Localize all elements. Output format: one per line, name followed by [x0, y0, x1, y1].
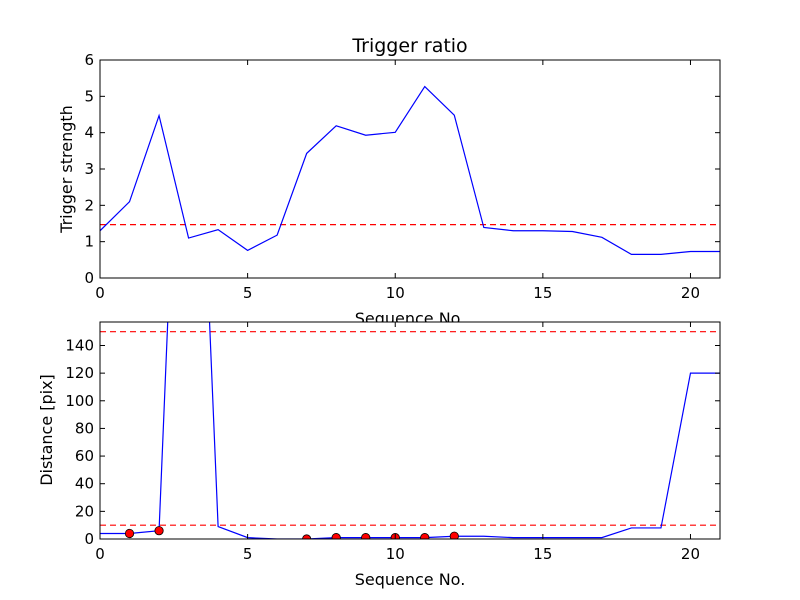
top-y-tick-label: 0 [84, 269, 94, 287]
bottom-data-marker [420, 533, 430, 539]
bottom-y-tick-label: 120 [65, 364, 94, 382]
top-y-tick-label: 4 [84, 124, 94, 142]
top-axis-ticks: 0 5 10 15 20 0 1 2 3 4 5 6 [84, 51, 720, 302]
bottom-plot-frame [99, 321, 721, 540]
bottom-x-tick-label: 5 [243, 545, 253, 563]
top-x-tick-label: 10 [386, 284, 405, 302]
top-y-tick-label: 6 [84, 51, 94, 69]
top-plot-frame [99, 59, 721, 279]
bottom-y-tick-label: 80 [75, 419, 94, 437]
top-y-tick-label: 5 [84, 87, 94, 105]
bottom-data-marker [331, 533, 341, 539]
top-x-tick-label: 5 [243, 284, 253, 302]
bottom-data-marker [154, 526, 164, 536]
bottom-x-axis-label: Sequence No. [355, 570, 466, 589]
top-x-tick-label: 15 [533, 284, 552, 302]
top-x-tick-label: 0 [95, 284, 105, 302]
top-y-axis-label: Trigger strength [57, 105, 76, 234]
top-y-tick-label: 3 [84, 160, 94, 178]
top-chart-title: Trigger ratio [351, 35, 467, 57]
bottom-y-tick-label: 60 [75, 447, 94, 465]
top-plot-area [100, 60, 720, 278]
top-x-tick-label: 20 [681, 284, 700, 302]
top-y-tick-label: 2 [84, 196, 94, 214]
bottom-y-tick-label: 20 [75, 502, 94, 520]
bottom-plot-area [100, 322, 720, 539]
bottom-x-tick-label: 10 [386, 545, 405, 563]
bottom-data-marker [449, 531, 459, 539]
bottom-x-tick-label: 15 [533, 545, 552, 563]
bottom-data-marker [361, 533, 371, 539]
top-plot-marks [100, 85, 720, 255]
bottom-y-tick-label: 140 [65, 336, 94, 354]
bottom-x-tick-label: 0 [95, 545, 105, 563]
top-series-line-0 [100, 85, 720, 255]
bottom-y-axis-label: Distance [pix] [37, 374, 56, 486]
bottom-data-marker [124, 528, 135, 539]
bottom-x-tick-label: 20 [681, 545, 700, 563]
bottom-y-tick-label: 40 [75, 475, 94, 493]
bottom-y-tick-label: 100 [65, 392, 94, 410]
bottom-y-tick-label: 0 [84, 530, 94, 548]
bottom-plot-marks [100, 322, 720, 539]
bottom-series-line-0 [100, 322, 720, 539]
top-y-tick-label: 1 [84, 233, 94, 251]
bottom-axis-ticks: 0 5 10 15 20 0 20 40 60 80 100 120 140 [65, 322, 720, 563]
